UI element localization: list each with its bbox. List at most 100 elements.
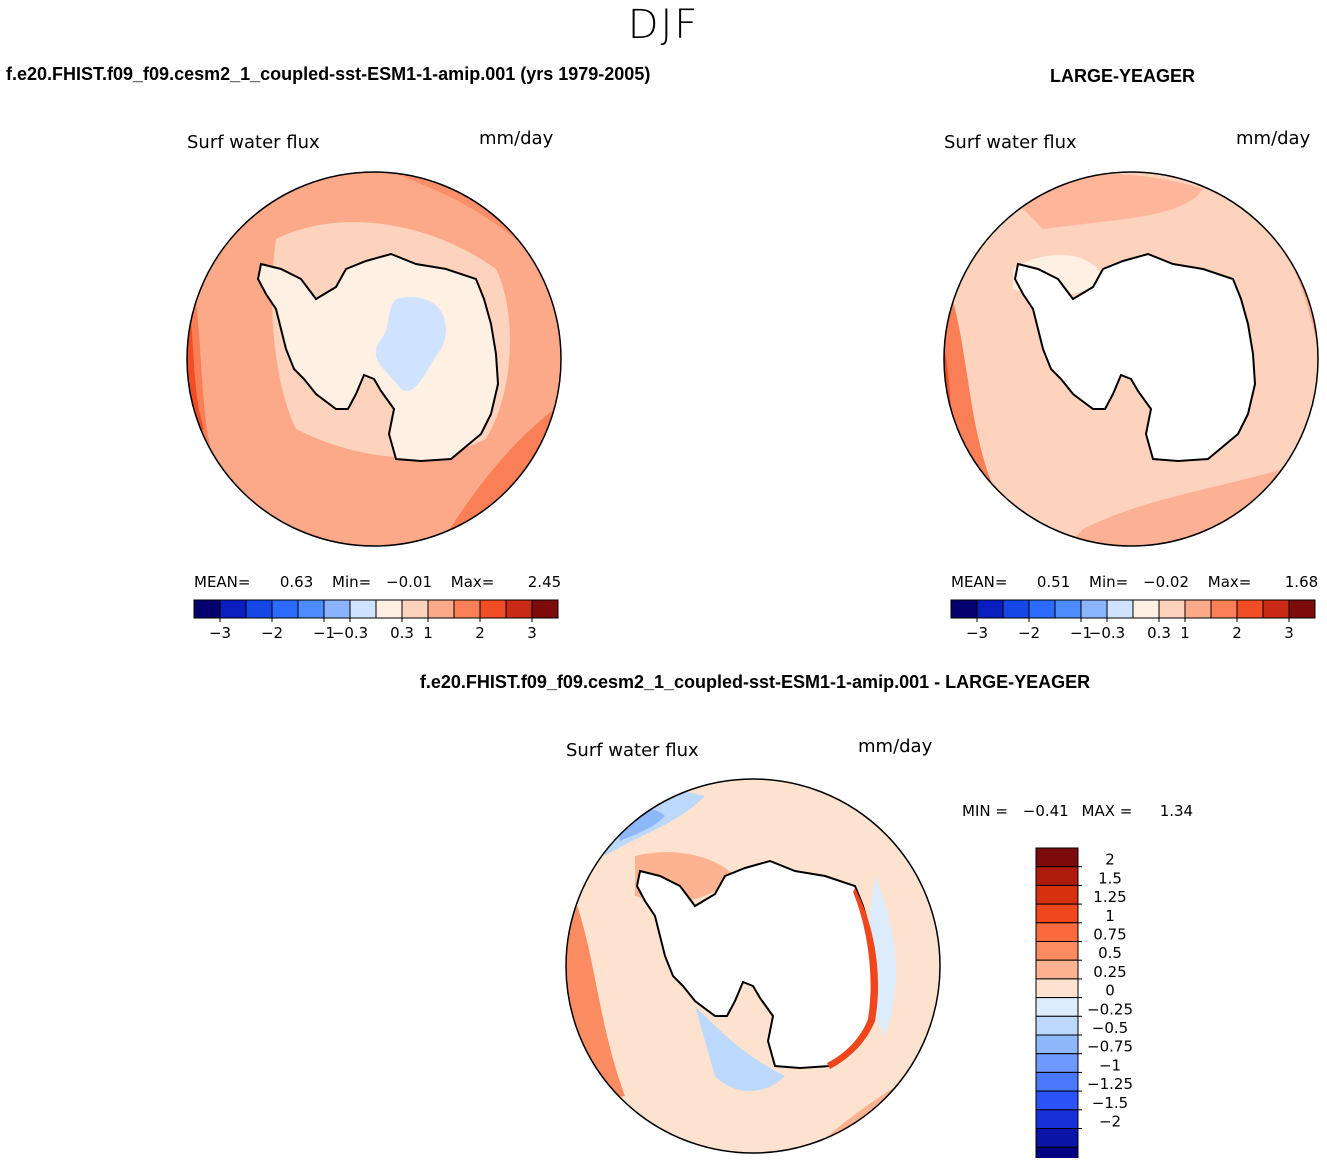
panel2-max-value: 1.68 bbox=[1284, 573, 1319, 591]
panel3-colorbar-tick-label: 1.25 bbox=[1093, 888, 1126, 906]
panel2-case-title: LARGE-YEAGER bbox=[1050, 66, 1196, 86]
panel1-max-label: Max= bbox=[450, 573, 495, 591]
panel3-colorbar-tick-label: 1 bbox=[1105, 907, 1115, 925]
panel1-colorbar-swatch bbox=[479, 599, 507, 619]
panel2-polar-map bbox=[943, 171, 1319, 547]
panel3-case-title: f.e20.FHIST.f09_f09.cesm2_1_coupled-sst-… bbox=[419, 672, 1091, 692]
panel1-colorbar-tick-label: −0.3 bbox=[332, 624, 368, 642]
panel2-min-value: −0.02 bbox=[1143, 573, 1190, 591]
panel2-max-label: Max= bbox=[1207, 573, 1252, 591]
panel3-colorbar-swatch bbox=[1035, 866, 1079, 886]
panel3-colorbar-swatch bbox=[1035, 1146, 1079, 1158]
panel2-colorbar-swatch bbox=[950, 599, 978, 619]
panel3-colorbar-tick-label: 1.5 bbox=[1098, 869, 1122, 887]
panel2-colorbar-swatch bbox=[1210, 599, 1238, 619]
panel1-colorbar-swatch bbox=[375, 599, 403, 619]
panel1-colorbar-swatch bbox=[245, 599, 273, 619]
panel2-mean-value: 0.51 bbox=[1036, 573, 1071, 591]
panel1-stats: MEAN= 0.63 Min= −0.01 Max= 2.45 bbox=[194, 573, 561, 591]
panel3-colorbar-swatch bbox=[1035, 978, 1079, 999]
panel3-colorbar-tick-label: 0.5 bbox=[1098, 944, 1122, 962]
panel2-antarctica-land bbox=[1013, 252, 1257, 463]
panel2-colorbar-swatch bbox=[1262, 599, 1290, 619]
panel2-colorbar-tick-label: −0.3 bbox=[1089, 624, 1125, 642]
panel3-colorbar-swatch bbox=[1035, 1090, 1079, 1111]
panel1-colorbar-swatch bbox=[531, 599, 559, 619]
panel3-stats: MIN = −0.41 MAX = 1.34 bbox=[962, 802, 1193, 820]
panel3-colorbar-swatch bbox=[1035, 941, 1079, 961]
panel2-stats: MEAN= 0.51 Min= −0.02 Max= 1.68 bbox=[951, 573, 1318, 591]
panel3-min-label: MIN = bbox=[962, 802, 1008, 820]
panel1-colorbar-tick-label: 1 bbox=[423, 624, 433, 642]
panel2-colorbar-swatch bbox=[1028, 599, 1056, 619]
panel3-colorbar-swatch bbox=[1035, 997, 1079, 1017]
panel3-colorbar-tick-label: 2 bbox=[1105, 851, 1115, 869]
panel3-colorbar-swatch bbox=[1035, 884, 1079, 905]
panel1-case-title: f.e20.FHIST.f09_f09.cesm2_1_coupled-sst-… bbox=[6, 64, 651, 84]
panel1-colorbar-swatch bbox=[505, 599, 533, 619]
panel3-colorbar: 21.51.2510.750.50.250−0.25−0.5−0.75−1−1.… bbox=[1035, 847, 1133, 1158]
panel2-colorbar-swatch bbox=[1054, 599, 1082, 619]
panel3-colorbar-swatch bbox=[1035, 903, 1079, 924]
panel3-colorbar-tick-label: −0.5 bbox=[1092, 1019, 1128, 1037]
panel2-colorbar-tick-label: 1 bbox=[1180, 624, 1190, 642]
panel2-colorbar-tick-label: −3 bbox=[966, 624, 988, 642]
panel1-colorbar-swatch bbox=[401, 599, 429, 619]
panel1-mean-value: 0.63 bbox=[279, 573, 314, 591]
panel2-colorbar-swatch bbox=[1158, 599, 1186, 619]
panel1-mean-label: MEAN= bbox=[194, 573, 251, 591]
panel3-colorbar-tick-label: −0.75 bbox=[1087, 1038, 1133, 1056]
panel2-colorbar-swatch bbox=[1288, 599, 1316, 619]
panel1-colorbar-swatch bbox=[427, 599, 455, 619]
panel3-variable-label: Surf water flux bbox=[566, 740, 699, 761]
panel1-colorbar-swatch bbox=[297, 599, 325, 619]
panel2-colorbar-swatch bbox=[1002, 599, 1030, 619]
panel1-colorbar-tick-label: −1 bbox=[313, 624, 335, 642]
panel1-min-label: Min= bbox=[332, 573, 372, 591]
panel1-colorbar: −3 −2 −1−0.3 0.3 1 2 3 bbox=[193, 599, 559, 642]
panel1-colorbar-swatch bbox=[453, 599, 481, 619]
panel2-colorbar-tick-label: −2 bbox=[1018, 624, 1040, 642]
season-title: DJF bbox=[627, 2, 700, 48]
panel3-colorbar-swatch bbox=[1035, 1128, 1079, 1148]
panel2-map-border bbox=[943, 171, 1319, 547]
panel1-colorbar-tick-label: −2 bbox=[261, 624, 283, 642]
panel1-colorbar-swatch bbox=[349, 599, 377, 619]
panel2-colorbar-swatch bbox=[1236, 599, 1264, 619]
panel3-min-value: −0.41 bbox=[1022, 802, 1069, 820]
panel1-colorbar-tick-label: 2 bbox=[475, 624, 485, 642]
panel3-units-label: mm/day bbox=[858, 736, 933, 757]
panel3-colorbar-tick-label: −1.5 bbox=[1092, 1094, 1128, 1112]
panel3-colorbar-tick-label: −1 bbox=[1099, 1056, 1121, 1074]
panel2-colorbar-swatch bbox=[1184, 599, 1212, 619]
panel3-negative-flux-south bbox=[695, 1006, 785, 1091]
panel3-colorbar-swatch bbox=[1035, 1071, 1079, 1092]
panel1-variable-label: Surf water flux bbox=[187, 132, 320, 153]
panel3-colorbar-swatch bbox=[1035, 847, 1079, 868]
panel1-colorbar-swatch bbox=[219, 599, 247, 619]
panel3-colorbar-swatch bbox=[1035, 1109, 1079, 1129]
panel3-polar-map bbox=[565, 778, 941, 1154]
panel3-map-border bbox=[565, 778, 941, 1154]
panel1-colorbar-swatch bbox=[271, 599, 299, 619]
panel2-units-label: mm/day bbox=[1236, 128, 1311, 149]
panel3-colorbar-tick-label: −2 bbox=[1099, 1113, 1121, 1131]
panel3-colorbar-tick-label: 0.25 bbox=[1093, 963, 1126, 981]
panel1-colorbar-swatch bbox=[323, 599, 351, 619]
panel1-colorbar-tick-label: 0.3 bbox=[390, 624, 414, 642]
panel1-polar-map bbox=[186, 171, 562, 547]
panel2-colorbar: −3 −2 −1−0.3 0.3 1 2 3 bbox=[950, 599, 1316, 642]
panel2-colorbar-tick-label: −1 bbox=[1070, 624, 1092, 642]
panel3-coastal-positive-band bbox=[827, 888, 879, 1069]
panel2-variable-label: Surf water flux bbox=[944, 132, 1077, 153]
panel2-min-label: Min= bbox=[1089, 573, 1129, 591]
panel1-max-value: 2.45 bbox=[527, 573, 562, 591]
panel1-units-label: mm/day bbox=[479, 128, 554, 149]
panel3-colorbar-swatch bbox=[1035, 1034, 1079, 1055]
panel2-colorbar-swatch bbox=[1132, 599, 1160, 619]
panel3-max-value: 1.34 bbox=[1159, 802, 1194, 820]
panel2-colorbar-swatch bbox=[976, 599, 1004, 619]
panel2-colorbar-tick-label: 2 bbox=[1232, 624, 1242, 642]
panel3-colorbar-swatch bbox=[1035, 1053, 1079, 1073]
panel3-colorbar-swatch bbox=[1035, 1015, 1079, 1036]
